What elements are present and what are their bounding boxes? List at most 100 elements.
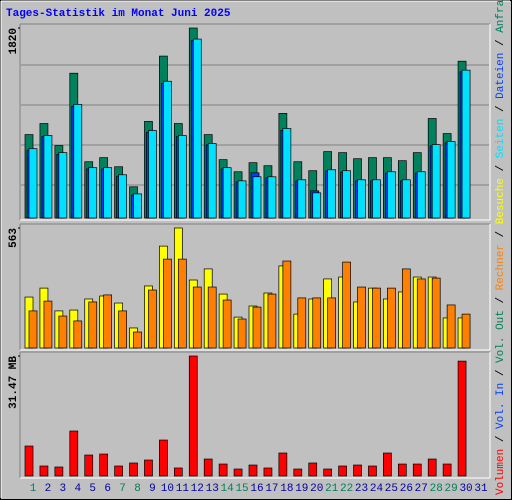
x-tick-label: 9 <box>149 483 156 495</box>
x-tick-label: 3 <box>60 483 67 495</box>
x-tick-label: 8 <box>134 483 141 495</box>
bar <box>461 69 471 219</box>
bar <box>416 171 426 219</box>
bar <box>192 286 202 349</box>
legend-entry: Volumen <box>495 449 507 495</box>
bar <box>457 360 467 477</box>
x-tick-label: 20 <box>310 483 323 495</box>
bar <box>372 179 381 219</box>
bar <box>401 268 411 349</box>
bar <box>431 277 441 349</box>
legend-entry: Vol. Out <box>495 310 507 363</box>
bar <box>133 331 142 349</box>
bar <box>431 144 441 219</box>
x-tick-label: 19 <box>295 483 308 495</box>
legend-entry: Dateien <box>495 53 507 99</box>
bar <box>297 297 307 349</box>
bar <box>24 445 34 477</box>
bar <box>177 135 187 219</box>
x-tick-label: 25 <box>385 483 398 495</box>
bar <box>312 192 322 219</box>
bar <box>192 38 202 219</box>
bar <box>222 167 232 219</box>
bar <box>54 466 64 477</box>
legend: Volumen / Vol. In / Vol. Out / Rechner /… <box>495 0 507 495</box>
bar <box>103 167 113 219</box>
bar <box>177 258 187 349</box>
y-tick-label: 31.47 MB <box>8 356 20 409</box>
bar <box>446 141 456 219</box>
bar <box>237 180 247 219</box>
x-tick-label: 29 <box>445 483 458 495</box>
bar <box>129 462 138 477</box>
bar <box>233 468 243 477</box>
bar <box>173 467 183 477</box>
x-tick-label: 24 <box>370 483 384 495</box>
bar <box>144 459 153 477</box>
bar <box>28 148 38 219</box>
bar <box>357 286 366 349</box>
x-tick-label: 27 <box>415 483 428 495</box>
bar <box>43 135 53 219</box>
bar <box>114 465 123 477</box>
bar <box>39 465 49 477</box>
bar <box>188 355 198 477</box>
x-tick-label: 14 <box>221 483 235 495</box>
bar <box>99 453 109 477</box>
bar <box>327 297 337 349</box>
bar <box>312 297 322 349</box>
bar <box>297 179 307 219</box>
legend-separator: / <box>495 158 507 178</box>
x-tick-label: 30 <box>459 483 472 495</box>
bar <box>387 287 396 349</box>
bar <box>69 430 79 477</box>
x-tick-label: 17 <box>265 483 278 495</box>
bar <box>412 463 422 477</box>
bar <box>461 313 471 349</box>
bar <box>368 465 377 477</box>
x-tick-label: 28 <box>430 483 443 495</box>
legend-entry: Vol. In <box>495 383 507 429</box>
bar <box>163 80 172 219</box>
legend-entry: Besuche <box>495 178 507 224</box>
bar <box>133 193 142 219</box>
bar <box>248 464 258 477</box>
bar <box>73 320 83 349</box>
legend-separator: / <box>495 99 507 119</box>
bar <box>163 258 172 349</box>
bar <box>282 260 292 349</box>
x-tick-label: 6 <box>104 483 111 495</box>
bar <box>383 452 392 477</box>
legend-entry: Seiten <box>495 119 507 159</box>
bar <box>293 468 303 477</box>
bar <box>357 179 366 219</box>
legend-entry: Rechner <box>495 244 507 290</box>
legend-separator: / <box>495 363 507 383</box>
x-tick-label: 13 <box>206 483 219 495</box>
bar <box>207 286 217 349</box>
x-tick-label: 12 <box>191 483 204 495</box>
bar <box>148 289 157 349</box>
x-tick-label: 5 <box>89 483 96 495</box>
bar <box>88 167 98 219</box>
x-tick-label: 16 <box>250 483 263 495</box>
bar <box>353 464 362 477</box>
bar <box>282 128 292 219</box>
bar <box>387 171 396 219</box>
bar <box>323 468 333 477</box>
bar <box>88 301 98 349</box>
bar <box>342 170 351 219</box>
y-tick-label: 1820 <box>8 28 20 54</box>
bar <box>338 465 347 477</box>
x-tick-label: 26 <box>400 483 413 495</box>
legend-separator: / <box>495 290 507 310</box>
legend-separator: / <box>495 33 507 53</box>
bar <box>28 310 38 349</box>
x-tick-label: 22 <box>340 483 353 495</box>
bar <box>84 454 94 477</box>
bar <box>207 143 217 219</box>
bar <box>43 300 53 349</box>
bar <box>118 310 127 349</box>
bar <box>203 458 213 477</box>
